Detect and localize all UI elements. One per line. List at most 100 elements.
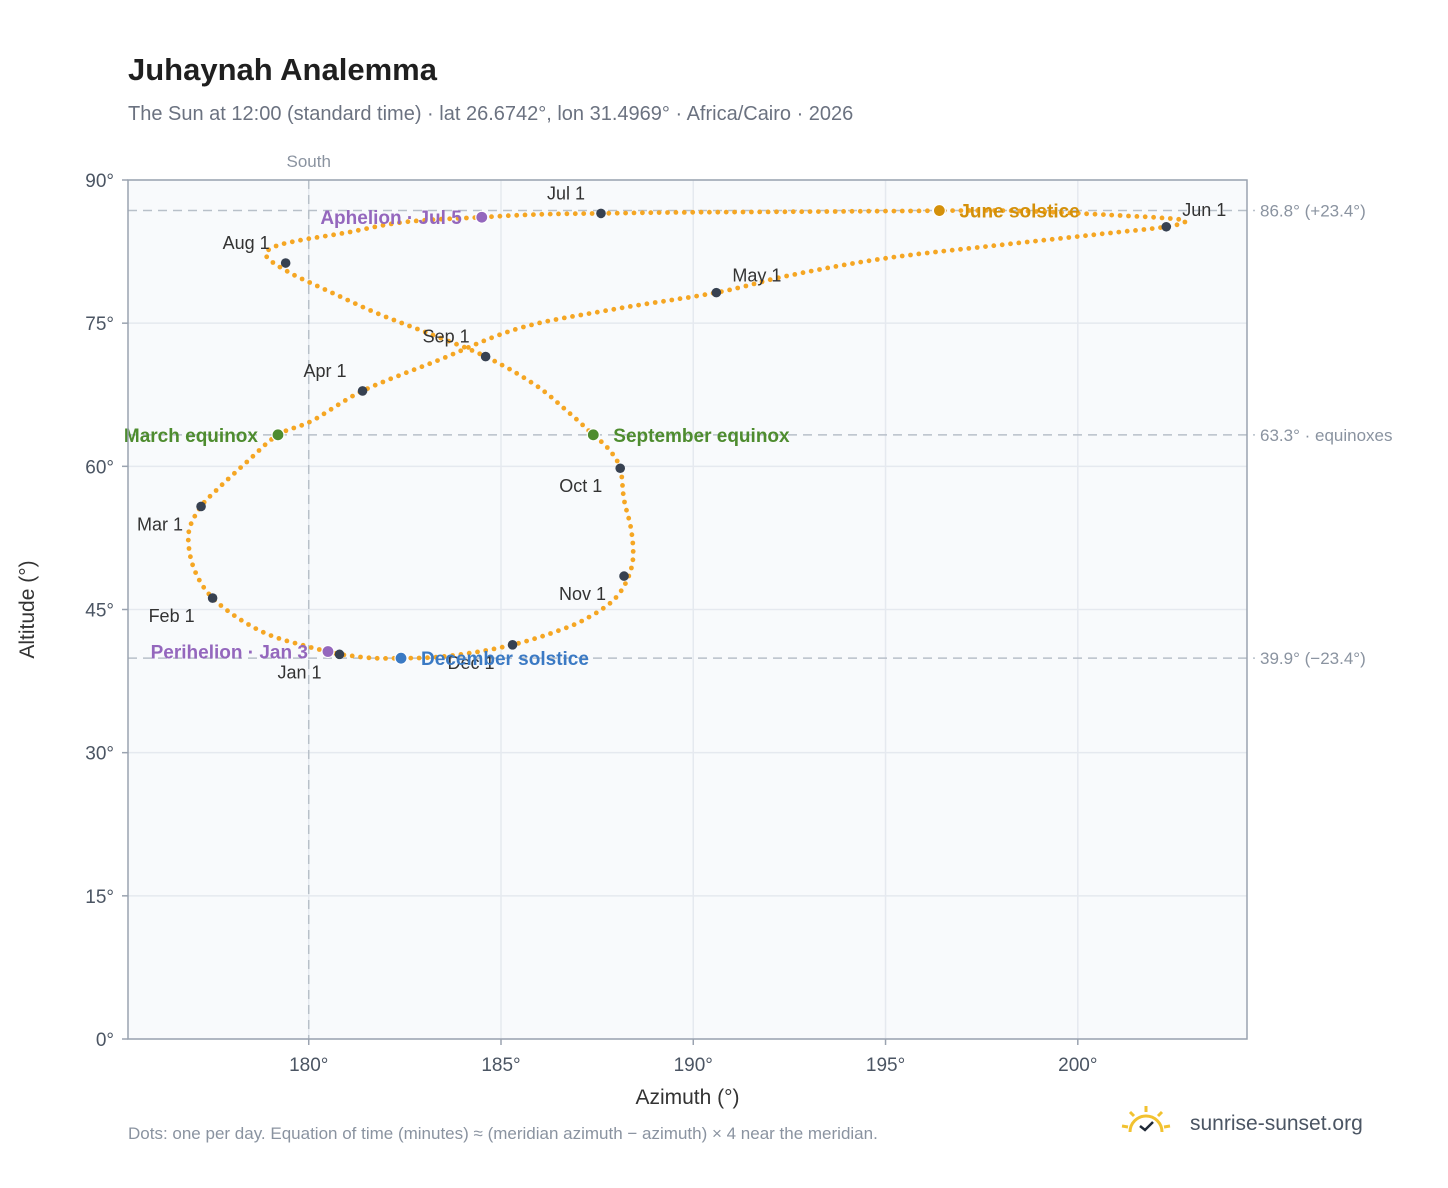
chart-subtitle: The Sun at 12:00 (standard time) · lat 2… <box>128 103 854 125</box>
day-dot <box>537 320 542 326</box>
x-tick-label: 180° <box>289 1055 328 1076</box>
month-marker-dot <box>357 386 368 396</box>
day-dot <box>874 257 880 262</box>
day-dot <box>366 655 372 661</box>
day-dot <box>350 393 355 399</box>
day-dot <box>413 218 419 224</box>
day-dot <box>743 283 749 289</box>
day-dot <box>430 332 436 338</box>
day-dot <box>816 209 821 215</box>
event-marker-dot <box>475 210 489 224</box>
day-dot <box>553 317 559 322</box>
day-dot <box>924 250 930 256</box>
day-dot <box>342 398 348 403</box>
day-dot <box>253 626 259 631</box>
day-dot <box>531 212 536 218</box>
event-marker-dot <box>394 651 408 665</box>
day-dot <box>908 252 913 258</box>
day-dot <box>349 653 355 659</box>
day-dot <box>455 216 461 221</box>
reference-line-label: 86.8° (+23.4°) <box>1260 202 1366 221</box>
day-dot <box>372 224 378 230</box>
y-tick-label: 30° <box>85 744 114 765</box>
day-dot <box>561 315 567 321</box>
day-dot <box>627 304 633 309</box>
day-dot <box>358 654 363 660</box>
day-dot <box>1025 208 1031 214</box>
day-dot <box>607 600 613 606</box>
day-dot <box>790 209 796 215</box>
day-dot <box>545 318 551 324</box>
day-dot <box>1016 240 1022 246</box>
day-dot <box>314 235 320 240</box>
day-dot <box>284 268 290 274</box>
day-dot <box>299 276 305 282</box>
day-dot <box>751 281 757 287</box>
day-dot <box>866 208 872 214</box>
day-dot <box>1042 209 1048 215</box>
day-dot <box>399 320 405 326</box>
brand-link[interactable]: sunrise-sunset.org <box>1120 1102 1390 1146</box>
y-tick-label: 45° <box>85 601 114 622</box>
day-dot <box>707 209 712 215</box>
day-dot <box>966 246 972 251</box>
day-dot <box>477 351 483 357</box>
day-dot <box>1050 209 1056 215</box>
day-dot <box>673 210 679 215</box>
x-tick-label: 190° <box>674 1055 713 1076</box>
day-dot <box>824 209 830 214</box>
day-dot <box>188 521 194 527</box>
day-dot <box>489 214 494 220</box>
day-dot <box>1017 208 1022 214</box>
day-dot <box>992 208 997 213</box>
day-dot <box>735 285 741 291</box>
day-dot <box>314 415 320 421</box>
day-dot <box>489 335 494 341</box>
day-dot <box>630 549 636 554</box>
day-dot <box>422 329 428 335</box>
day-dot <box>539 211 545 217</box>
day-dot <box>225 476 231 482</box>
day-dot <box>623 581 628 586</box>
day-dot <box>1142 214 1148 220</box>
day-dot <box>574 416 579 422</box>
month-marker-dot <box>1161 221 1172 232</box>
day-dot <box>630 540 636 546</box>
day-dot <box>250 453 256 459</box>
chart-title: Juhaynah Analemma <box>128 52 437 87</box>
day-dot <box>268 633 274 638</box>
day-dot <box>1141 227 1147 232</box>
day-dot <box>556 628 561 634</box>
day-dot <box>1167 216 1173 221</box>
day-dot <box>899 208 905 214</box>
day-dot <box>603 308 608 314</box>
day-dot <box>411 367 417 373</box>
day-dot <box>586 311 592 316</box>
day-dot <box>246 622 251 627</box>
day-dot <box>540 633 545 639</box>
day-dot <box>491 646 497 652</box>
y-tick-label: 0° <box>96 1030 114 1051</box>
day-dot <box>1126 213 1131 219</box>
day-dot <box>499 644 505 650</box>
day-dot <box>1092 211 1098 217</box>
month-marker-dot <box>480 351 491 362</box>
day-dot <box>405 219 411 225</box>
day-dot <box>623 210 628 216</box>
day-dot <box>512 327 518 332</box>
day-dot <box>244 459 250 465</box>
day-dot <box>499 362 505 368</box>
day-dot <box>475 649 480 655</box>
day-dot <box>1151 214 1156 220</box>
day-dot <box>185 537 191 543</box>
month-marker-label: Oct 1 <box>559 476 602 496</box>
day-dot <box>1033 238 1038 244</box>
day-dot <box>618 588 624 594</box>
day-dot <box>186 529 192 535</box>
y-tick-label: 75° <box>85 314 114 335</box>
day-dot <box>958 246 963 252</box>
event-marker-label: Aphelion · Jul 5 <box>320 208 462 229</box>
day-dot <box>966 208 972 213</box>
x-axis-label: Azimuth (°) <box>635 1086 739 1109</box>
day-dot <box>188 554 193 560</box>
